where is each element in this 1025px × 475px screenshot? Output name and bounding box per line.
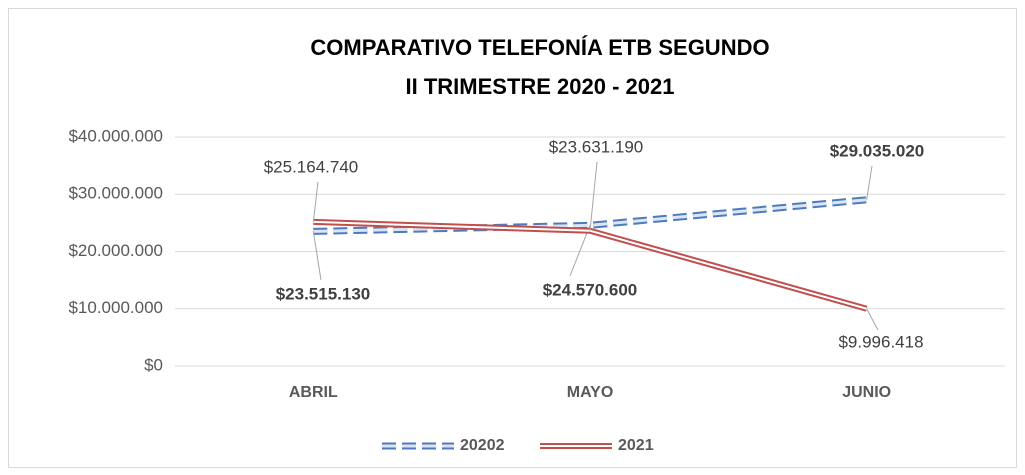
leader-line (569, 225, 591, 277)
y-tick-label: $20.000.000 (68, 241, 163, 260)
legend-label: 20202 (460, 437, 505, 454)
data-label: $25.164.740 (264, 157, 359, 176)
leader-line (589, 161, 598, 231)
leader-line (312, 181, 319, 222)
leader-line (866, 308, 879, 331)
chart-border (8, 8, 1017, 468)
x-tick-label: ABRIL (289, 384, 338, 401)
series-line-inner (313, 198, 867, 233)
data-label: $23.515.130 (276, 284, 371, 303)
data-label: $29.035.020 (830, 141, 925, 160)
chart-title: II TRIMESTRE 2020 - 2021 (406, 74, 675, 99)
data-label: $24.570.600 (543, 280, 638, 299)
x-tick-label: MAYO (567, 384, 614, 401)
legend-label: 2021 (618, 437, 654, 454)
leader-line (866, 165, 873, 200)
y-tick-label: $0 (144, 355, 163, 374)
leader-line (312, 231, 322, 281)
y-tick-label: $10.000.000 (68, 298, 163, 317)
data-label: $9.996.418 (838, 332, 923, 351)
chart-title: COMPARATIVO TELEFONÍA ETB SEGUNDO (310, 35, 769, 60)
data-label: $23.631.190 (549, 137, 644, 156)
y-tick-label: $30.000.000 (68, 184, 163, 203)
y-tick-label: $40.000.000 (68, 126, 163, 145)
x-tick-label: JUNIO (842, 384, 891, 401)
